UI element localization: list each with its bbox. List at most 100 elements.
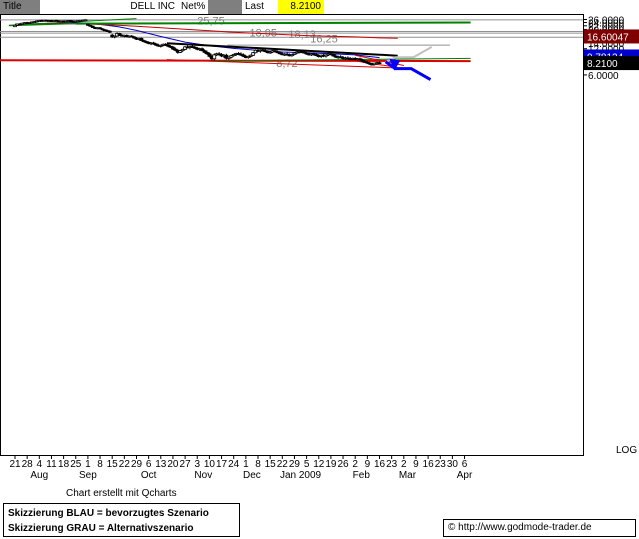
candle-down: [367, 62, 372, 65]
x-tick-label: 18: [58, 459, 70, 470]
candle-down: [377, 62, 382, 65]
plot-frame: [0, 14, 584, 456]
title-label: Title: [0, 0, 40, 14]
x-tick-label: 6: [462, 459, 468, 470]
x-tick-label: 19: [325, 459, 337, 470]
candle-down: [154, 43, 158, 46]
trend-green-mid-line: [209, 57, 471, 62]
y-tick-label: 6.0000: [588, 71, 619, 82]
y-tick-label: 22.0000: [588, 22, 625, 33]
x-tick-label: 23: [435, 459, 447, 470]
candle-down: [275, 51, 280, 54]
x-tick-label: 1: [85, 459, 91, 470]
candle-up: [290, 54, 294, 57]
channel-red-base-line: [166, 59, 398, 69]
candle-down: [139, 37, 144, 41]
x-tick-label: 30: [447, 459, 459, 470]
right-marker-box: [584, 29, 639, 44]
candle-down: [273, 50, 277, 53]
x-tick-label: 29: [131, 459, 143, 470]
x-tick-label: 9: [413, 459, 419, 470]
x-tick-label: 17: [216, 459, 228, 470]
x-tick-label: 10: [204, 459, 216, 470]
candle-down: [241, 54, 246, 57]
right-marker-box: [584, 56, 639, 71]
candle-up: [178, 50, 183, 53]
candle-up: [13, 24, 17, 28]
candle-down: [129, 35, 134, 38]
candle-down: [100, 28, 105, 31]
trend-green-lower-line: [8, 22, 88, 27]
candle-down: [107, 30, 112, 33]
x-tick-label: 21: [9, 459, 21, 470]
candle-down: [151, 42, 156, 45]
x-tick-label: 1: [243, 459, 249, 470]
candle-down: [314, 54, 319, 57]
scale-type-label: LOG: [616, 445, 638, 456]
candle-up: [248, 54, 253, 57]
candle-down: [192, 46, 197, 49]
candle-up: [231, 54, 236, 57]
scenario-arrows: [389, 58, 401, 71]
candle-down: [166, 44, 170, 47]
x-month-label: Apr: [457, 470, 473, 481]
chart-grid: [0, 14, 584, 456]
x-tick-label: 15: [107, 459, 119, 470]
candle-down: [202, 50, 207, 53]
candle-down: [263, 50, 268, 53]
x-tick-label: 22: [119, 459, 131, 470]
candle-down: [86, 23, 90, 26]
x-tick-label: 16: [423, 459, 435, 470]
x-tick-label: 12: [313, 459, 325, 470]
x-tick-label: 4: [37, 459, 43, 470]
last-label: Last: [242, 0, 278, 14]
candle-up: [324, 54, 328, 57]
x-tick-label: 25: [70, 459, 82, 470]
x-tick-label: 5: [304, 459, 310, 470]
right-marker-label: 8.2100: [587, 59, 618, 70]
x-tick-label: 23: [386, 459, 398, 470]
scenario-blue-arrowhead: [389, 58, 401, 71]
source-url-text: http://www.godmode-trader.de: [458, 522, 592, 533]
x-month-label: Mar: [399, 470, 417, 481]
last-value: 8.2100: [278, 0, 324, 14]
x-tick-label: 28: [22, 459, 34, 470]
legend-blue-text: Skizzierung BLAU = bevorzugtes Szenario: [8, 508, 209, 519]
x-tick-label: 9: [365, 459, 371, 470]
x-tick-label: 20: [167, 459, 179, 470]
candle-up: [251, 52, 256, 56]
x-tick-label: 8: [255, 459, 261, 470]
candle-up: [292, 52, 297, 55]
source-url[interactable]: © http://www.godmode-trader.de: [443, 519, 636, 537]
candle-down: [171, 46, 175, 50]
price-level-label: 25,75: [197, 16, 225, 28]
candle-up: [268, 51, 273, 54]
candle-down: [358, 58, 362, 61]
x-month-label: Nov: [194, 470, 212, 481]
candle-up: [83, 19, 88, 22]
candle-down: [98, 27, 102, 30]
x-tick-label: 15: [265, 459, 277, 470]
y-tick-label: 26.0000: [588, 16, 625, 27]
candle-down: [173, 48, 178, 51]
candle-down: [141, 40, 146, 42]
candle-down: [132, 36, 136, 39]
candle-down: [207, 53, 212, 57]
y-tick-label: 14.0000: [588, 39, 625, 50]
symbol-label: DELL INC: [40, 0, 178, 14]
candle-down: [360, 59, 365, 62]
candle-down: [200, 48, 205, 52]
scenario-legend: Skizzierung BLAU = bevorzugtes Szenario …: [3, 503, 240, 537]
scenario-blue-line: [384, 60, 432, 81]
candle-up: [212, 54, 217, 60]
copyright-icon: ©: [448, 522, 456, 533]
x-month-label: Dec: [243, 470, 261, 481]
net-value: [208, 0, 242, 14]
x-tick-label: 6: [146, 459, 152, 470]
x-tick-label: 2: [401, 459, 407, 470]
x-tick-label: 3: [194, 459, 200, 470]
candle-up: [246, 55, 251, 58]
x-tick-label: 29: [289, 459, 301, 470]
candle-up: [112, 35, 117, 38]
